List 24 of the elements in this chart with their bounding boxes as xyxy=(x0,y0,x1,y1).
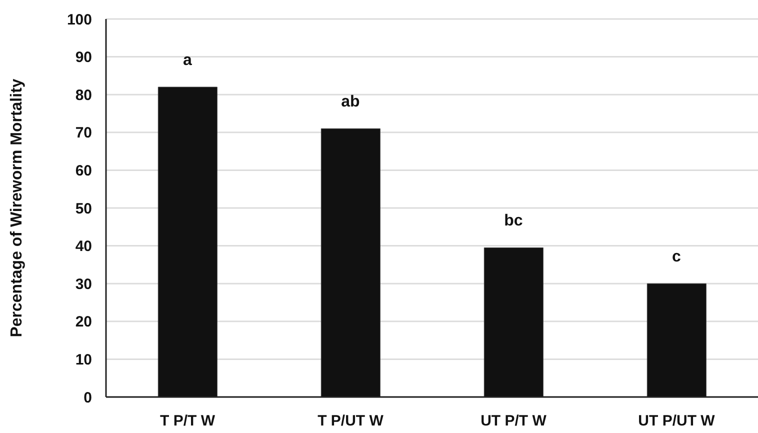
y-tick-label: 70 xyxy=(75,124,92,142)
bar xyxy=(646,283,706,397)
y-tick-label: 10 xyxy=(75,352,92,369)
x-tick-label: UT P/UT W xyxy=(638,412,716,430)
x-tick-label: UT P/T W xyxy=(480,412,548,430)
y-tick-label: 50 xyxy=(75,200,92,218)
x-tick-label: T P/UT W xyxy=(318,412,384,430)
y-tick-label: 100 xyxy=(66,11,92,28)
y-tick-label: 20 xyxy=(75,314,92,331)
annotation: ab xyxy=(341,94,360,111)
annotation: a xyxy=(183,52,192,70)
y-tick-label: 0 xyxy=(84,389,92,406)
bar xyxy=(484,247,544,397)
y-axis-title: Percentage of Wireworm Mortality xyxy=(8,78,26,338)
y-tick-label: 80 xyxy=(75,86,92,104)
bar xyxy=(158,86,218,397)
x-tick-label: T P/T W xyxy=(160,412,216,430)
annotation: c xyxy=(672,248,682,266)
bar xyxy=(320,128,380,397)
y-tick-label: 90 xyxy=(75,49,92,66)
y-tick-label: 40 xyxy=(75,238,92,256)
y-tick-label: 60 xyxy=(75,162,92,180)
y-tick-label: 30 xyxy=(75,276,92,293)
annotation: bc xyxy=(504,212,523,230)
